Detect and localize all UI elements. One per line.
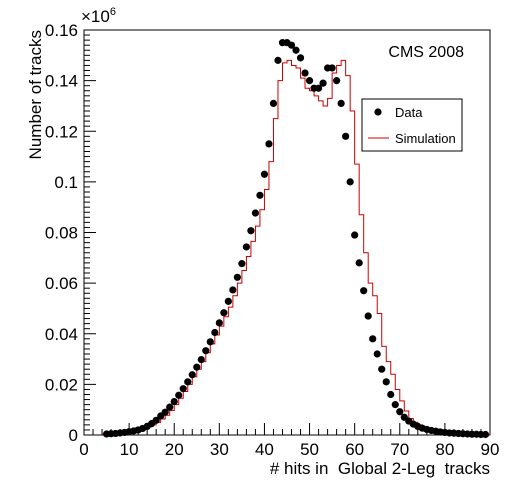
y-tick-label: 0.1 [54, 173, 78, 192]
data-point [373, 350, 381, 358]
y-multiplier-exponent: 6 [110, 6, 116, 18]
x-tick-label: 20 [165, 440, 184, 459]
legend-data-marker [374, 108, 382, 116]
data-point [337, 99, 345, 108]
y-multiplier-base: ×10 [81, 7, 110, 26]
data-point [211, 328, 219, 337]
data-point [481, 430, 490, 439]
y-tick-label: 0.02 [45, 375, 78, 394]
data-point [184, 378, 192, 386]
data-point [161, 408, 169, 416]
x-axis-title: # hits in Global 2-Leg tracks [270, 459, 490, 478]
data-points [102, 39, 490, 439]
y-tick-label: 0.12 [45, 122, 78, 141]
data-point [274, 56, 282, 64]
legend-simulation-label: Simulation [395, 131, 456, 146]
data-point [351, 231, 359, 239]
data-point [188, 371, 196, 379]
data-point [256, 191, 264, 199]
data-point [314, 84, 323, 92]
y-tick-label: 0.16 [45, 21, 78, 40]
data-point [238, 260, 246, 268]
data-point [364, 312, 372, 320]
data-point [229, 286, 237, 294]
data-point [202, 347, 210, 355]
data-point [224, 297, 232, 305]
x-tick-label: 40 [255, 440, 274, 459]
y-tick-label: 0.08 [45, 224, 78, 243]
data-point [301, 69, 309, 77]
x-axis-ticks: 0 10 20 30 40 50 60 70 80 90 [79, 423, 499, 459]
data-point [166, 403, 174, 411]
y-axis-ticks: 0 0.02 0.04 0.06 0.08 0.1 0.12 0.14 0.16 [45, 21, 96, 445]
data-point [269, 99, 278, 108]
y-tick-label: 0.14 [45, 72, 78, 91]
data-point [265, 140, 273, 148]
y-tick-label: 0.06 [45, 274, 78, 293]
data-point [360, 287, 368, 295]
data-point [233, 273, 241, 281]
data-point [387, 390, 395, 399]
data-point [193, 363, 201, 371]
data-point [206, 338, 214, 346]
x-tick-label: 30 [210, 440, 229, 459]
data-point [242, 243, 250, 251]
data-point [170, 397, 178, 406]
y-tick-label: 0.04 [45, 325, 78, 344]
y-tick-label: 0 [69, 426, 78, 445]
data-point [296, 54, 305, 62]
data-point [287, 41, 296, 49]
data-point [251, 209, 260, 217]
x-tick-label: 50 [300, 440, 319, 459]
data-point [179, 385, 187, 393]
data-point [378, 365, 386, 373]
data-point [328, 64, 336, 72]
data-point [396, 408, 404, 416]
legend-box [361, 98, 463, 152]
data-point [355, 259, 363, 267]
data-point [260, 170, 269, 178]
data-point [197, 355, 205, 364]
x-tick-label: 90 [481, 440, 500, 459]
data-point [319, 79, 327, 87]
y-multiplier: ×106 [81, 6, 116, 26]
data-point [215, 319, 223, 327]
data-point [152, 416, 160, 424]
x-tick-label: 80 [435, 440, 454, 459]
data-point [369, 335, 377, 343]
data-point [175, 391, 183, 399]
data-point [342, 132, 350, 140]
data-point [292, 46, 300, 54]
data-point [391, 401, 399, 409]
data-point [220, 309, 228, 317]
x-tick-label: 0 [79, 440, 88, 459]
legend: Data Simulation [361, 98, 463, 152]
x-tick-label: 60 [345, 440, 364, 459]
data-point [382, 378, 390, 386]
y-axis-title: Number of tracks [26, 30, 45, 159]
legend-data-label: Data [395, 105, 423, 120]
experiment-annotation: CMS 2008 [388, 44, 464, 61]
data-point [346, 178, 354, 186]
data-point [305, 77, 314, 85]
data-point [333, 77, 341, 85]
data-point [247, 227, 255, 235]
x-tick-label: 70 [390, 440, 409, 459]
x-tick-label: 10 [120, 440, 139, 459]
